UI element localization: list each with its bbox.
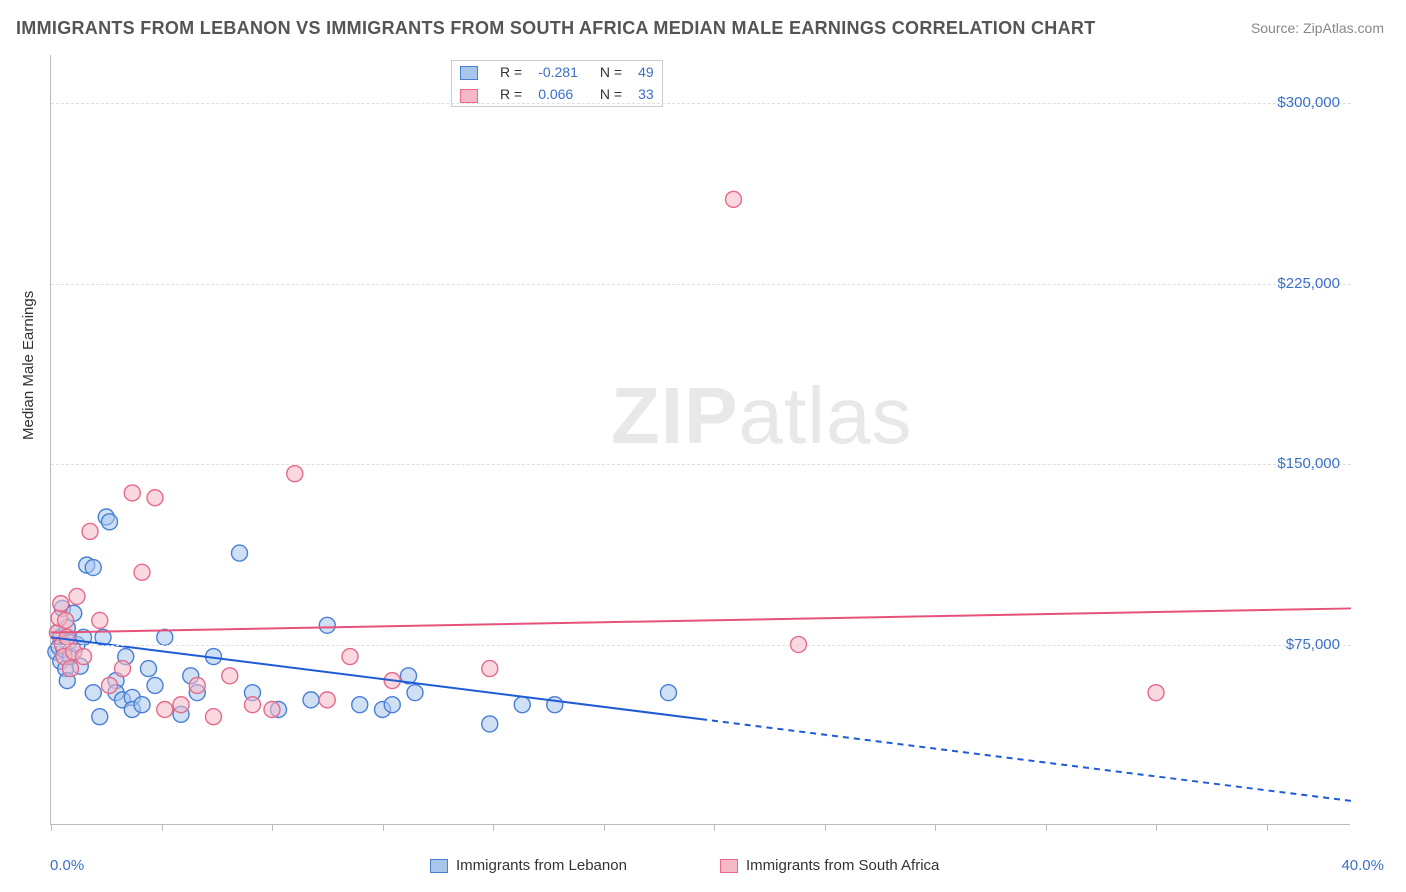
x-axis-max-label: 40.0% bbox=[1341, 857, 1384, 874]
scatter-point bbox=[384, 697, 400, 713]
legend-swatch-lebanon bbox=[430, 859, 448, 873]
gridline bbox=[51, 284, 1351, 285]
scatter-point bbox=[92, 709, 108, 725]
scatter-point bbox=[141, 661, 157, 677]
scatter-point bbox=[157, 629, 173, 645]
legend-n-label: N = bbox=[586, 61, 630, 83]
plot-svg bbox=[51, 55, 1351, 825]
x-tick bbox=[935, 824, 936, 831]
plot-area: ZIPatlas R =-0.281N =49R =0.066N =33 $75… bbox=[50, 55, 1350, 825]
scatter-point bbox=[407, 685, 423, 701]
x-tick bbox=[1267, 824, 1268, 831]
x-tick bbox=[604, 824, 605, 831]
legend-label-lebanon: Immigrants from Lebanon bbox=[456, 857, 627, 874]
scatter-point bbox=[69, 588, 85, 604]
x-tick bbox=[1156, 824, 1157, 831]
scatter-point bbox=[319, 692, 335, 708]
x-tick bbox=[714, 824, 715, 831]
x-tick bbox=[162, 824, 163, 831]
scatter-point bbox=[726, 191, 742, 207]
regression-line-dashed bbox=[701, 719, 1351, 801]
scatter-point bbox=[92, 612, 108, 628]
x-tick bbox=[51, 824, 52, 831]
scatter-point bbox=[85, 560, 101, 576]
correlation-legend-table: R =-0.281N =49R =0.066N =33 bbox=[452, 61, 662, 106]
scatter-point bbox=[245, 697, 261, 713]
legend-r-value: -0.281 bbox=[530, 61, 586, 83]
legend-row: R =-0.281N =49 bbox=[452, 61, 662, 83]
legend-swatch-south-africa bbox=[720, 859, 738, 873]
y-tick-label: $300,000 bbox=[1277, 94, 1340, 111]
x-tick bbox=[1046, 824, 1047, 831]
scatter-point bbox=[303, 692, 319, 708]
correlation-chart: IMMIGRANTS FROM LEBANON VS IMMIGRANTS FR… bbox=[0, 0, 1406, 892]
scatter-point bbox=[63, 661, 79, 677]
y-tick-label: $150,000 bbox=[1277, 455, 1340, 472]
gridline bbox=[51, 464, 1351, 465]
y-tick-label: $225,000 bbox=[1277, 275, 1340, 292]
scatter-point bbox=[173, 697, 189, 713]
scatter-point bbox=[514, 697, 530, 713]
scatter-point bbox=[147, 490, 163, 506]
scatter-point bbox=[189, 677, 205, 693]
legend-label-south-africa: Immigrants from South Africa bbox=[746, 857, 939, 874]
legend-r-label: R = bbox=[492, 61, 530, 83]
regression-line bbox=[51, 608, 1351, 632]
scatter-point bbox=[287, 466, 303, 482]
correlation-legend: R =-0.281N =49R =0.066N =33 bbox=[451, 60, 663, 107]
scatter-point bbox=[352, 697, 368, 713]
scatter-point bbox=[124, 485, 140, 501]
scatter-point bbox=[342, 649, 358, 665]
x-tick bbox=[383, 824, 384, 831]
legend-n-value: 49 bbox=[630, 61, 662, 83]
legend-item-lebanon: Immigrants from Lebanon bbox=[430, 857, 627, 874]
gridline bbox=[51, 103, 1351, 104]
gridline bbox=[51, 645, 1351, 646]
scatter-point bbox=[157, 702, 173, 718]
scatter-point bbox=[85, 685, 101, 701]
legend-item-south-africa: Immigrants from South Africa bbox=[720, 857, 939, 874]
scatter-point bbox=[53, 596, 69, 612]
y-tick-label: $75,000 bbox=[1286, 636, 1340, 653]
x-axis-min-label: 0.0% bbox=[50, 857, 84, 874]
scatter-point bbox=[1148, 685, 1164, 701]
scatter-point bbox=[115, 661, 131, 677]
x-tick bbox=[493, 824, 494, 831]
scatter-point bbox=[232, 545, 248, 561]
source-label: Source: ZipAtlas.com bbox=[1251, 20, 1384, 36]
scatter-point bbox=[58, 612, 74, 628]
scatter-point bbox=[134, 697, 150, 713]
x-tick bbox=[825, 824, 826, 831]
chart-title: IMMIGRANTS FROM LEBANON VS IMMIGRANTS FR… bbox=[16, 18, 1096, 39]
scatter-point bbox=[147, 677, 163, 693]
scatter-point bbox=[76, 649, 92, 665]
scatter-point bbox=[82, 523, 98, 539]
scatter-point bbox=[102, 677, 118, 693]
scatter-point bbox=[206, 709, 222, 725]
scatter-point bbox=[319, 617, 335, 633]
scatter-point bbox=[482, 661, 498, 677]
scatter-point bbox=[661, 685, 677, 701]
scatter-point bbox=[222, 668, 238, 684]
scatter-point bbox=[134, 564, 150, 580]
x-tick bbox=[272, 824, 273, 831]
legend-swatch bbox=[460, 89, 478, 103]
scatter-point bbox=[264, 702, 280, 718]
scatter-point bbox=[482, 716, 498, 732]
legend-swatch bbox=[460, 66, 478, 80]
y-axis-title: Median Male Earnings bbox=[20, 291, 37, 440]
scatter-point bbox=[102, 514, 118, 530]
